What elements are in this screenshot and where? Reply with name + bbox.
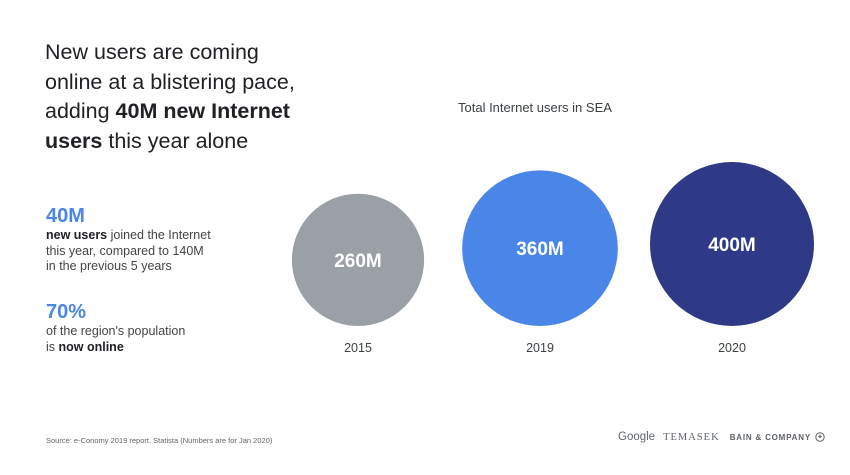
headline-line-4: users this year alone xyxy=(45,127,345,157)
stat-desc-line-3: in the previous 5 years xyxy=(46,259,172,273)
stat-desc-line-2: is now online xyxy=(46,340,185,356)
stat-desc-bold: new users xyxy=(46,228,108,242)
data-label-2019: 360M xyxy=(516,239,564,260)
headline: New users are coming online at a blister… xyxy=(45,38,345,156)
stat-population-online: 70% of the region's population is now on… xyxy=(46,300,185,355)
bain-logo-icon xyxy=(815,432,825,442)
stat-desc-line-1-post: joined the Internet xyxy=(107,228,211,242)
stat-desc-line-1: of the region's population xyxy=(46,324,186,338)
bain-logo: BAIN & COMPANY xyxy=(729,432,811,442)
source-note: Source: e-Conomy 2019 report, Statista (… xyxy=(46,436,273,445)
headline-line-2: online at a blistering pace, xyxy=(45,69,295,94)
headline-line-4-bold: users xyxy=(45,128,103,153)
category-label-2020: 2020 xyxy=(718,341,746,355)
stat-new-users: 40M new users joined the Internet this y… xyxy=(46,204,211,275)
headline-line-1: New users are coming xyxy=(45,40,259,64)
data-label-2020: 400M xyxy=(708,235,756,256)
bubble-chart: 260M 2015 360M 2019 400M 2020 xyxy=(291,162,814,355)
bubble-2015 xyxy=(291,193,425,326)
stat-desc-line-2: this year, compared to 140M xyxy=(46,243,204,258)
stat-description: of the region's population is now online xyxy=(46,324,185,355)
stat-desc-bold: now online xyxy=(58,339,124,354)
bubble-2020 xyxy=(650,162,814,326)
data-label-2015: 260M xyxy=(334,251,382,272)
temasek-logo: TEMASEK xyxy=(663,431,720,443)
headline-line-4-post: this year alone xyxy=(102,128,249,153)
headline-line-3-pre: adding xyxy=(45,99,116,123)
headline-line-3: adding 40M new Internet xyxy=(45,97,345,127)
stat-desc-line-1: new users joined the Internet xyxy=(46,228,211,244)
category-label-2019: 2019 xyxy=(526,341,554,355)
bubble-2019 xyxy=(462,170,618,326)
headline-line-3-bold: 40M new Internet xyxy=(115,99,290,123)
google-logo: Google xyxy=(618,431,656,443)
stat-desc-line-2-pre: is xyxy=(46,339,59,354)
partner-logos: Google TEMASEK BAIN & COMPANY xyxy=(618,431,825,443)
category-label-2015: 2015 xyxy=(344,341,372,355)
stat-description: new users joined the Internet this year,… xyxy=(46,228,211,275)
stat-value: 70% xyxy=(46,301,87,323)
chart-title: Total Internet users in SEA xyxy=(458,100,612,115)
stat-value: 40M xyxy=(46,205,85,227)
